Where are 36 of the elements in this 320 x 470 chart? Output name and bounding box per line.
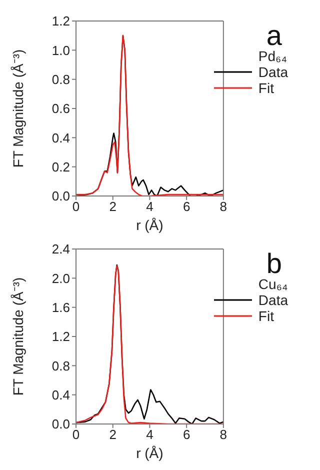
y-tick-label: 1.2 xyxy=(52,14,70,29)
y-axis-title: FT Magnitude (Å⁻³) xyxy=(10,49,26,168)
x-tick-label: 8 xyxy=(220,199,228,214)
y-tick-label: 1.6 xyxy=(52,300,70,315)
y-tick-label: 0.0 xyxy=(52,416,70,432)
x-tick-label: 8 xyxy=(220,427,228,442)
x-tick-label: 2 xyxy=(109,427,116,442)
x-tick-label: 6 xyxy=(182,199,190,214)
y-tick-label: 2.4 xyxy=(52,242,70,257)
y-tick-label: 0.0 xyxy=(52,188,70,204)
y-axis-title: FT Magnitude (Å⁻³) xyxy=(10,277,26,396)
y-tick-label: 0.2 xyxy=(52,159,70,174)
text: b xyxy=(266,248,282,279)
legend-label: Fit xyxy=(258,308,274,324)
y-tick-label: 0.8 xyxy=(52,358,70,374)
y-tick-label: 0.4 xyxy=(52,130,70,146)
legend-label: Fit xyxy=(258,80,274,96)
x-tick-label: 4 xyxy=(146,427,154,442)
legend-label: Data xyxy=(258,64,288,80)
legend-label: Data xyxy=(258,292,288,308)
y-tick-label: 2.0 xyxy=(52,270,70,286)
y-tick-label: 0.6 xyxy=(52,101,70,116)
x-tick-label: 0 xyxy=(72,427,80,442)
y-tick-label: 0.4 xyxy=(52,387,70,402)
x-tick-label: 2 xyxy=(109,199,116,214)
y-tick-label: 1.2 xyxy=(52,329,70,344)
legend-title: Cu₆₄ xyxy=(257,276,288,292)
x-tick-label: 6 xyxy=(182,427,190,442)
legend-title: Pd₆₄ xyxy=(257,48,288,64)
x-tick-label: 0 xyxy=(72,199,80,214)
y-tick-label: 0.8 xyxy=(52,72,70,87)
x-axis-title: r (Å) xyxy=(136,217,164,233)
x-axis-title: r (Å) xyxy=(136,445,164,461)
x-tick-label: 4 xyxy=(146,199,154,214)
text: a xyxy=(266,20,282,51)
y-tick-label: 1.0 xyxy=(52,42,70,58)
